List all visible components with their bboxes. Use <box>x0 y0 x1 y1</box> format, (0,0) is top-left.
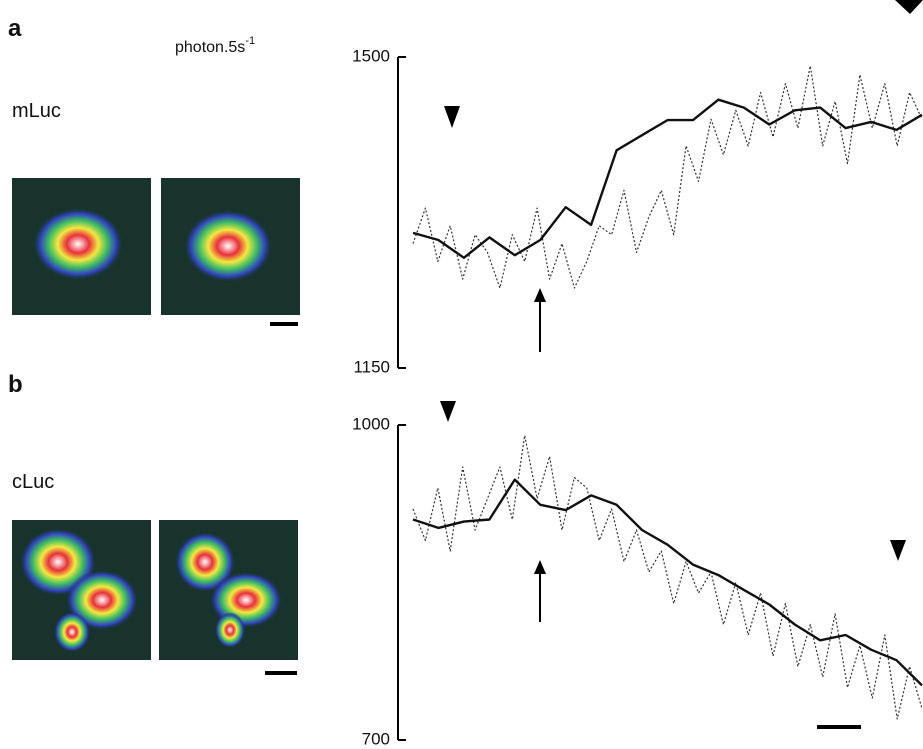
raw-trace <box>412 434 923 720</box>
smoothed-trace <box>412 98 923 259</box>
arrow <box>534 560 546 622</box>
raw-trace <box>412 65 923 289</box>
y-tick-label: 700 <box>362 729 390 748</box>
image-panel-a <box>12 178 300 315</box>
arrowhead <box>440 401 456 422</box>
sample-label: mLuc <box>12 100 61 122</box>
arrowhead <box>890 540 906 561</box>
sample-label: cLuc <box>12 471 54 493</box>
panel-label: a <box>8 15 22 42</box>
smoothed-trace <box>412 478 923 687</box>
y-tick-label: 1000 <box>352 414 390 433</box>
y-unit-exponent: -1 <box>245 35 255 47</box>
image-panel-b <box>12 520 298 660</box>
y-tick-label: 1500 <box>352 46 390 65</box>
y-tick-label: 1150 <box>353 357 390 376</box>
arrowhead <box>895 0 923 14</box>
panel-label: b <box>8 371 23 398</box>
y-unit-base: photon.5s <box>175 39 245 56</box>
arrow <box>534 288 546 352</box>
arrowhead <box>444 106 460 128</box>
y-unit: photon.5s-1 <box>175 35 255 56</box>
